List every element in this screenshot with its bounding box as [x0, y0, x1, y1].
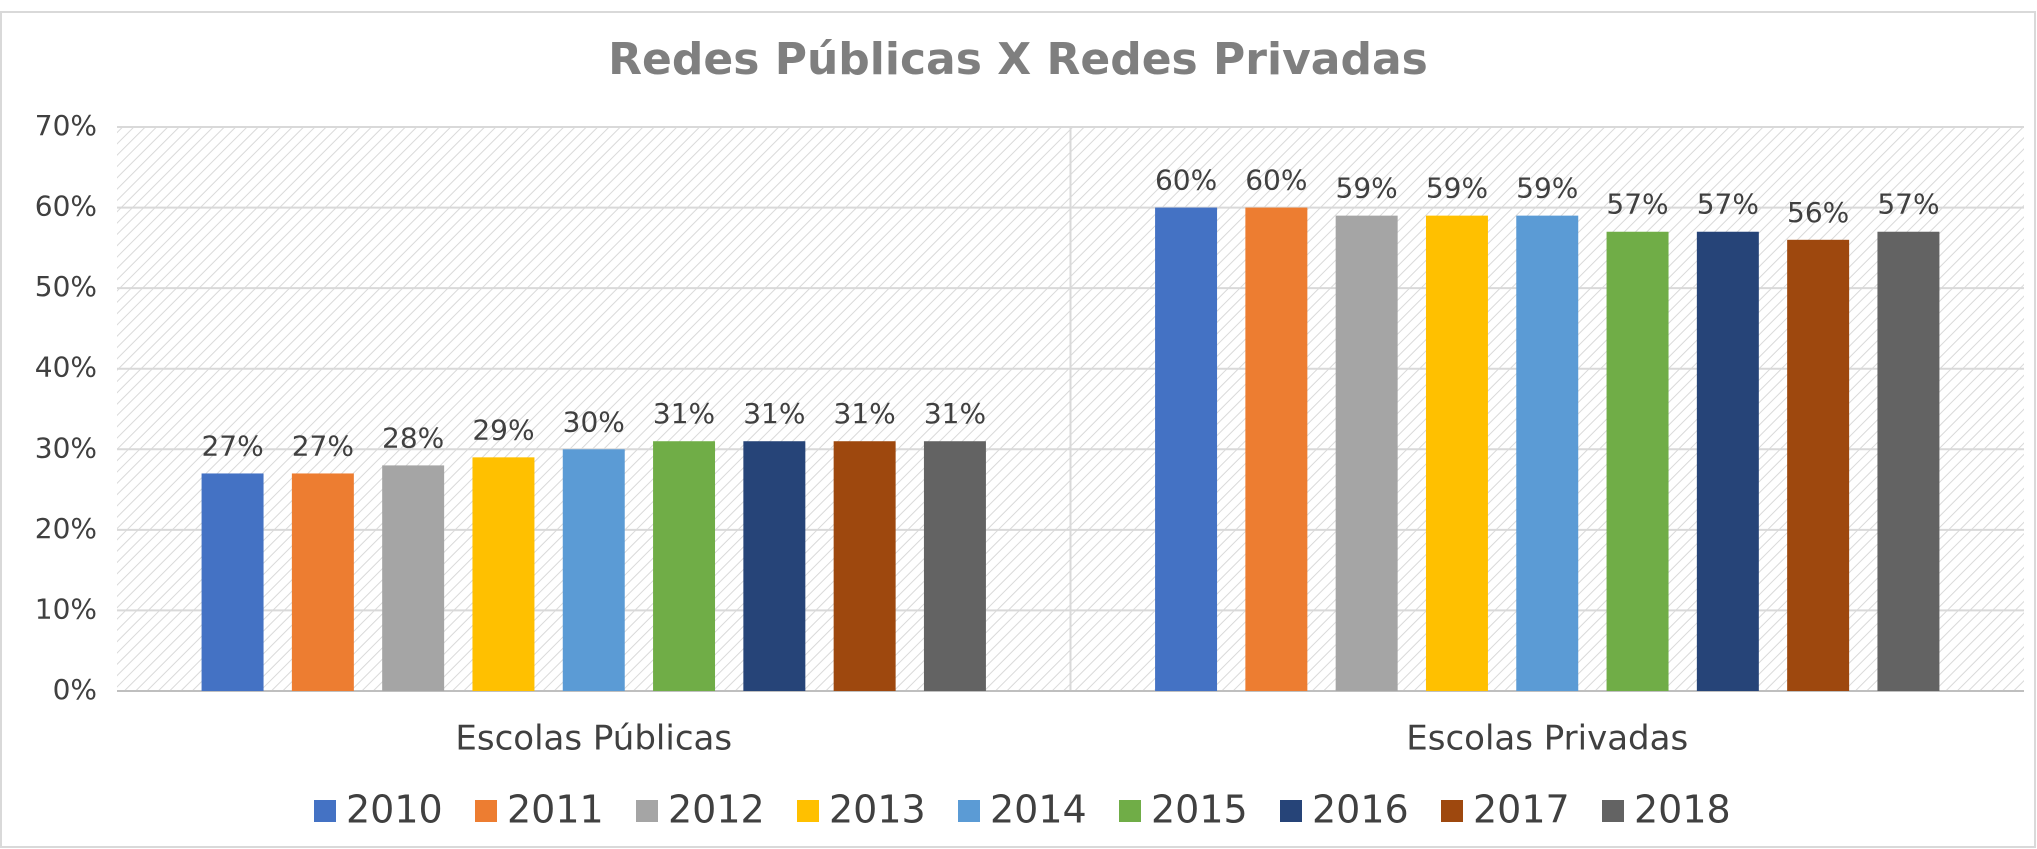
y-tick-label: 0%	[53, 673, 97, 706]
legend-swatch	[1280, 800, 1302, 822]
legend-label: 2011	[507, 788, 604, 832]
y-tick-label: 60%	[35, 190, 97, 223]
bar	[653, 441, 716, 691]
data-label: 27%	[201, 429, 263, 462]
data-label: 56%	[1787, 196, 1849, 229]
legend-label: 2018	[1634, 788, 1731, 832]
data-label: 59%	[1336, 172, 1398, 205]
bar	[1155, 207, 1218, 692]
legend-label: 2014	[990, 788, 1087, 832]
y-tick-label: 70%	[35, 109, 97, 142]
y-tick-label: 50%	[35, 270, 97, 303]
bar	[291, 473, 354, 691]
legend-label: 2017	[1473, 788, 1570, 832]
bar	[472, 457, 535, 691]
legend-swatch	[314, 800, 336, 822]
legend-label: 2015	[1151, 788, 1248, 832]
bar	[743, 441, 806, 691]
data-label: 27%	[292, 429, 354, 462]
data-label: 31%	[653, 397, 715, 430]
legend-swatch	[797, 800, 819, 822]
legend-label: 2013	[829, 788, 926, 832]
y-tick-label: 10%	[35, 592, 97, 625]
legend-swatch	[636, 800, 658, 822]
legend-label: 2012	[668, 788, 765, 832]
data-label: 57%	[1697, 188, 1759, 221]
bar	[1425, 215, 1488, 691]
data-label: 59%	[1516, 172, 1578, 205]
bar	[923, 441, 986, 691]
bar	[1606, 231, 1669, 691]
chart-title: Redes Públicas X Redes Privadas	[608, 34, 1428, 85]
data-label: 60%	[1245, 164, 1307, 197]
data-label: 31%	[743, 397, 805, 430]
bar	[562, 449, 625, 691]
x-tick-label: Escolas Públicas	[455, 719, 732, 759]
legend-label: 2010	[346, 788, 443, 832]
data-label: 28%	[382, 421, 444, 454]
data-label: 31%	[924, 397, 986, 430]
data-label: 57%	[1877, 188, 1939, 221]
legend-swatch	[1441, 800, 1463, 822]
legend-swatch	[1602, 800, 1624, 822]
data-label: 57%	[1606, 188, 1668, 221]
legend-swatch	[1119, 800, 1141, 822]
bar	[382, 465, 445, 691]
legend-label: 2016	[1312, 788, 1409, 832]
bar	[833, 441, 896, 691]
y-tick-label: 20%	[35, 512, 97, 545]
data-label: 59%	[1426, 172, 1488, 205]
bar	[1787, 239, 1850, 692]
data-label: 29%	[472, 413, 534, 446]
legend-swatch	[958, 800, 980, 822]
data-label: 31%	[834, 397, 896, 430]
data-label: 60%	[1155, 164, 1217, 197]
y-tick-label: 30%	[35, 431, 97, 464]
bar	[1335, 215, 1398, 691]
x-tick-label: Escolas Privadas	[1406, 719, 1688, 759]
bar	[1696, 231, 1759, 691]
legend-swatch	[475, 800, 497, 822]
bar	[201, 473, 264, 691]
data-label: 30%	[563, 405, 625, 438]
bar	[1516, 215, 1579, 691]
y-tick-label: 40%	[35, 351, 97, 384]
bar	[1877, 231, 1940, 691]
bar	[1245, 207, 1308, 692]
